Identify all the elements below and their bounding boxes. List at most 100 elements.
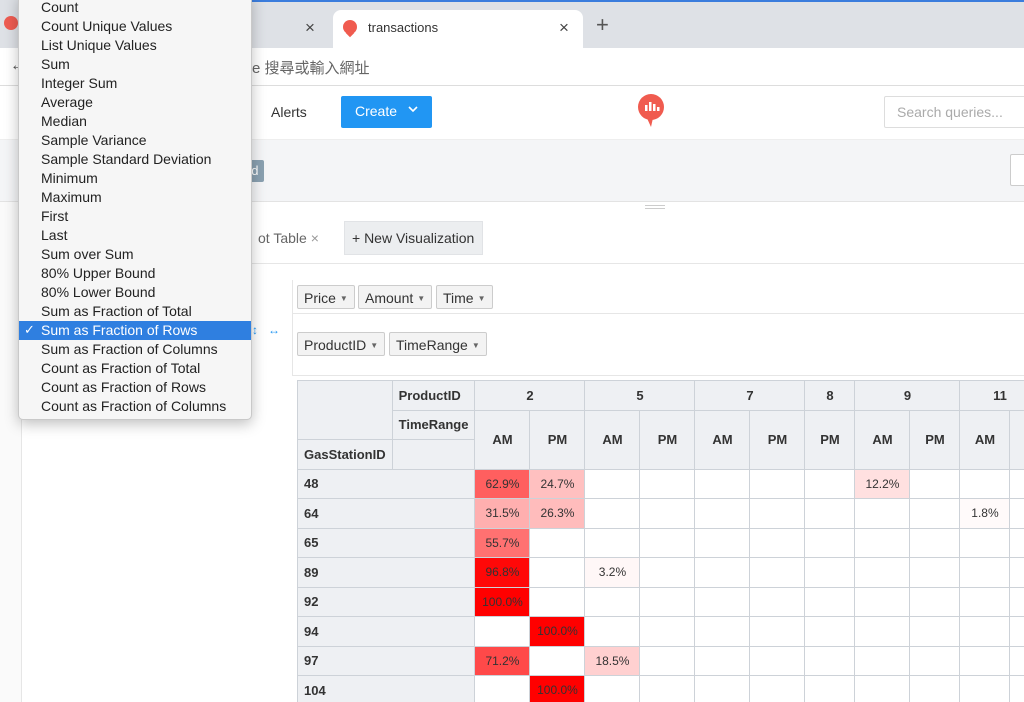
col-header-time: AM [474, 409, 531, 470]
menu-item-label: Minimum [41, 170, 98, 186]
menu-item[interactable]: Sum as Fraction of Total [19, 302, 251, 321]
table-cell [529, 645, 586, 676]
table-cell [959, 557, 1011, 588]
close-icon[interactable]: × [305, 18, 315, 37]
table-cell [959, 616, 1011, 647]
table-row: 64 31.5% 26.3% 1.8% [297, 498, 1024, 529]
close-icon[interactable]: × [310, 230, 319, 246]
menu-item-label: List Unique Values [41, 37, 157, 53]
menu-item[interactable]: Last [19, 226, 251, 245]
browser-tab-previous[interactable]: × [250, 10, 330, 48]
table-cell: 55.7% [474, 527, 531, 558]
menu-item[interactable]: Minimum [19, 169, 251, 188]
pill-label: Time [443, 290, 474, 306]
nav-alerts[interactable]: Alerts [271, 104, 307, 120]
attr-pill-time[interactable]: Time ▼ [436, 285, 493, 309]
aggregator-dropdown-menu[interactable]: Count Count Unique Values List Unique Valu… [18, 0, 252, 420]
new-visualization-button[interactable]: + New Visualization [344, 221, 484, 255]
table-cell [474, 616, 531, 647]
menu-item[interactable]: ✓ Sum as Fraction of Rows [19, 321, 251, 340]
row-order-arrow-icon[interactable]: ↕ [252, 323, 258, 337]
table-cell: 100.0% [529, 675, 586, 702]
caret-down-icon: ▼ [477, 294, 486, 303]
attr-pill-productid[interactable]: ProductID ▼ [297, 332, 386, 356]
col-header-time: AM [959, 409, 1011, 470]
menu-item[interactable]: 80% Upper Bound [19, 264, 251, 283]
header-spacer [391, 439, 476, 470]
window-close-dot[interactable] [4, 16, 18, 30]
header-row-time: TimeRange AM PM AM PM AM PM PM AM PM AM [298, 409, 1024, 470]
visualization-tabs: ot Table × + New Visualization [22, 214, 1024, 264]
menu-item[interactable]: First [19, 207, 251, 226]
tab-pivot-table[interactable]: ot Table × [258, 230, 319, 246]
table-cell: 96.8% [474, 557, 531, 588]
table-cell [749, 616, 806, 647]
table-cell [584, 468, 641, 499]
table-cell [854, 557, 911, 588]
table-cell [694, 616, 751, 647]
menu-item[interactable]: List Unique Values [19, 36, 251, 55]
col-header-product: 11 [959, 380, 1024, 411]
table-row: 89 96.8% 3.2% [297, 557, 1024, 588]
tab-strip-accent [240, 0, 1024, 2]
menu-item[interactable]: 80% Lower Bound [19, 283, 251, 302]
menu-item[interactable]: Count as Fraction of Rows [19, 378, 251, 397]
caret-down-icon: ▼ [370, 341, 379, 350]
omnibox[interactable]: e 搜尋或輸入網址 [252, 60, 370, 77]
menu-item-label: Count as Fraction of Rows [41, 379, 206, 395]
menu-item-label: Maximum [41, 189, 102, 205]
col-order-arrow-icon[interactable]: ↔ [268, 323, 280, 337]
attr-pill-price[interactable]: Price ▼ [297, 285, 355, 309]
menu-item-label: Sum as Fraction of Total [41, 303, 192, 319]
caret-down-icon: ▼ [339, 294, 348, 303]
browser-tab-transactions[interactable]: transactions × [333, 10, 583, 48]
menu-item[interactable]: Sum as Fraction of Columns [19, 340, 251, 359]
redash-logo-icon[interactable] [637, 94, 665, 128]
table-cell [694, 468, 751, 499]
menu-item[interactable]: Sum [19, 55, 251, 74]
table-row: 65 55.7% [297, 527, 1024, 558]
table-cell [959, 468, 1011, 499]
attr-pill-amount[interactable]: Amount ▼ [358, 285, 433, 309]
table-cell [909, 498, 961, 529]
menu-item-label: Sum as Fraction of Columns [41, 341, 218, 357]
create-button[interactable]: Create [341, 96, 432, 128]
menu-item[interactable]: Count as Fraction of Total [19, 359, 251, 378]
header-row-attr: GasStationID [297, 439, 1024, 470]
table-cell [1009, 557, 1024, 588]
table-cell: 24.7% [529, 468, 586, 499]
resize-handle[interactable] [645, 205, 665, 209]
new-tab-button[interactable]: + [596, 12, 609, 37]
menu-item[interactable]: Sample Variance [19, 131, 251, 150]
table-cell [749, 645, 806, 676]
attr-pill-timerange[interactable]: TimeRange ▼ [389, 332, 487, 356]
col-header-time: AM [584, 409, 641, 470]
close-icon[interactable]: × [559, 18, 569, 37]
table-cell [584, 527, 641, 558]
table-cell: 3.2% [584, 557, 641, 588]
menu-item[interactable]: Median [19, 112, 251, 131]
caret-down-icon: ▼ [417, 294, 426, 303]
menu-item[interactable]: Average [19, 93, 251, 112]
tab-pivot-label: ot Table [258, 230, 307, 246]
col-header-time: PM [804, 409, 856, 470]
menu-item[interactable]: Integer Sum [19, 74, 251, 93]
strip-action-button[interactable] [1010, 154, 1024, 186]
menu-item[interactable]: Maximum [19, 188, 251, 207]
menu-item-label: Sample Standard Deviation [41, 151, 212, 167]
menu-item[interactable]: Count Unique Values [19, 17, 251, 36]
pill-label: ProductID [304, 337, 367, 353]
menu-item-label: Sample Variance [41, 132, 147, 148]
table-cell [1009, 468, 1024, 499]
menu-item[interactable]: Count [19, 0, 251, 17]
table-cell [694, 675, 751, 702]
row-header: 64 [297, 498, 476, 529]
menu-item-label: Count Unique Values [41, 18, 173, 34]
table-cell [639, 586, 696, 617]
search-input[interactable] [884, 96, 1024, 128]
menu-item[interactable]: Sum over Sum [19, 245, 251, 264]
menu-item[interactable]: Count as Fraction of Columns [19, 397, 251, 416]
table-cell [584, 586, 641, 617]
menu-item[interactable]: Sample Standard Deviation [19, 150, 251, 169]
table-cell [749, 527, 806, 558]
